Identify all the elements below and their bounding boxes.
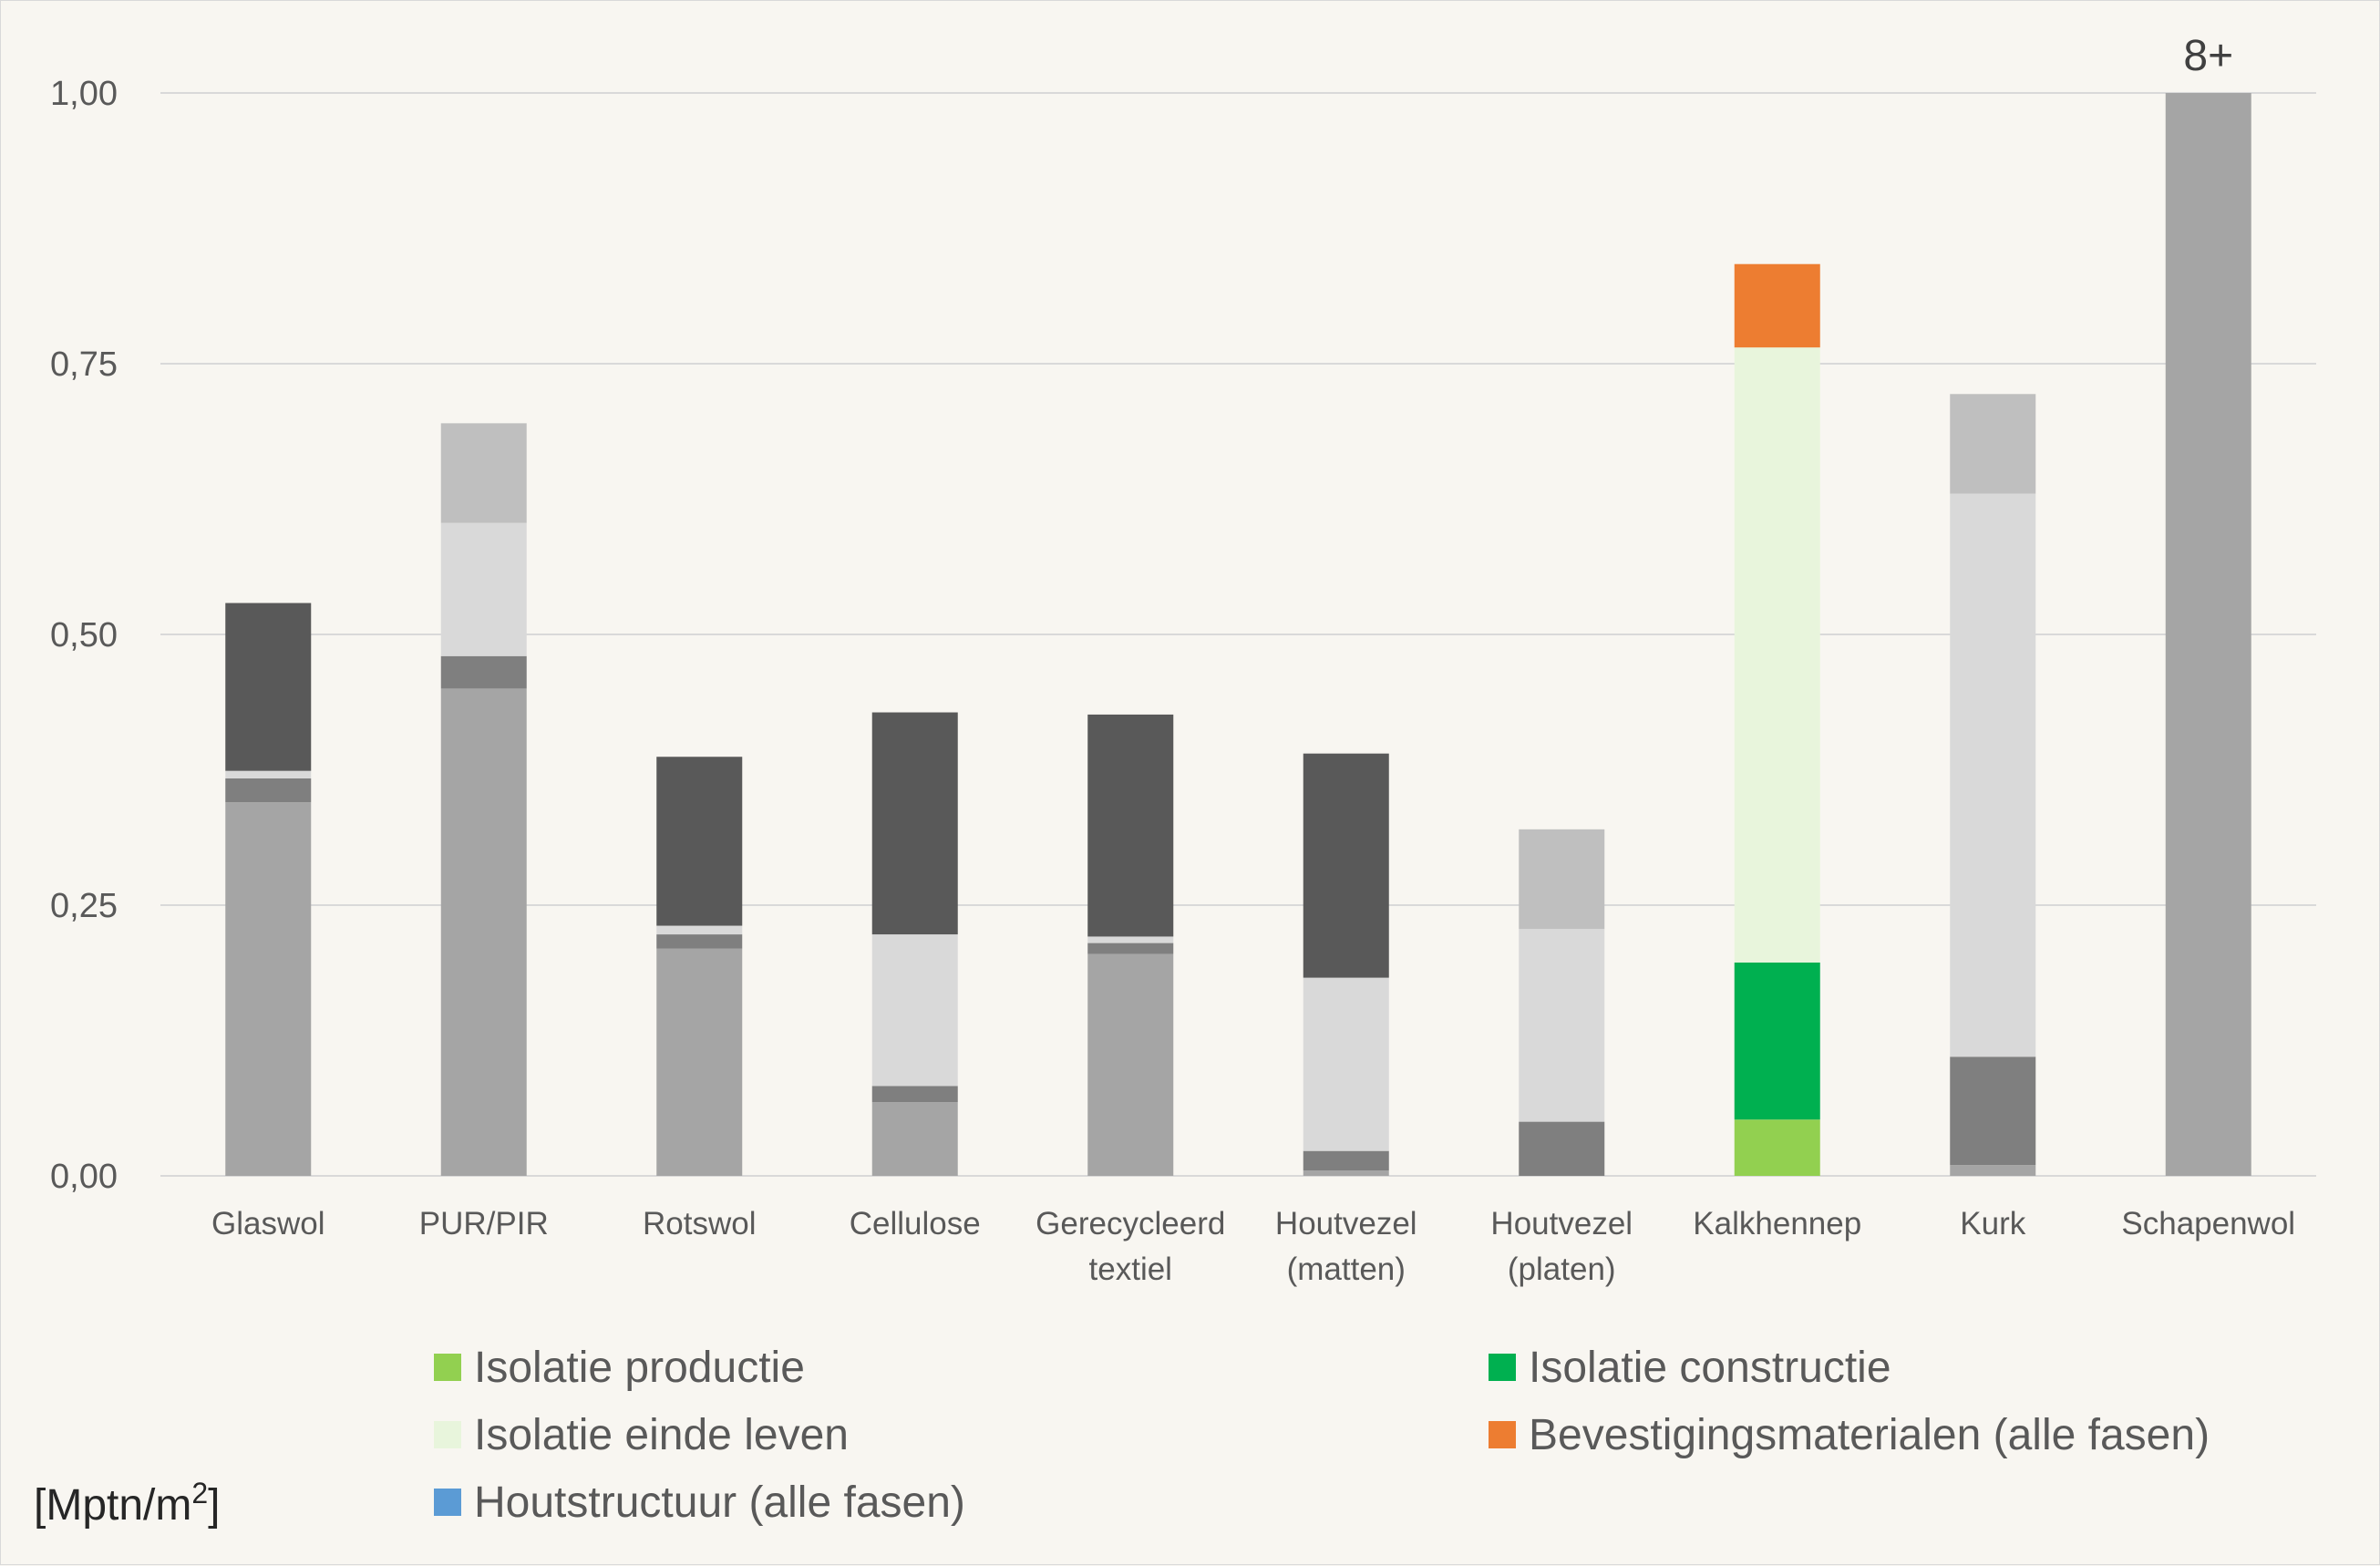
y-tick-label: 0,75: [50, 345, 118, 384]
bar-segment: [656, 925, 743, 935]
bar-segment: [440, 655, 527, 689]
y-tick-label: 1,00: [50, 75, 118, 113]
bar-segment: [1519, 829, 1605, 930]
bar-segment: [1950, 493, 2036, 1057]
x-category-label: Houtvezel: [1490, 1206, 1633, 1241]
bar-segment: [225, 770, 312, 779]
overflow-annotation: 8+: [2183, 32, 2233, 80]
bar-segment: [2165, 93, 2251, 1176]
bar-segment: [1087, 714, 1174, 937]
bar-segment: [1950, 394, 2036, 494]
bar-segment: [440, 522, 527, 656]
legend-item[interactable]: Isolatie einde leven: [434, 1411, 849, 1459]
x-category-label: Kalkhennep: [1693, 1206, 1861, 1241]
bar-segment: [1734, 1119, 1820, 1176]
legend-label: Houtstructuur (alle fasen): [474, 1478, 965, 1527]
bar-segment: [225, 778, 312, 803]
y-tick-label: 0,00: [50, 1158, 118, 1196]
x-category-label: (matten): [1287, 1252, 1406, 1287]
legend-item[interactable]: Isolatie productie: [434, 1344, 805, 1392]
x-category-label: Rotswol: [643, 1206, 756, 1241]
bar-segment: [440, 688, 527, 1176]
x-category-label: PUR/PIR: [419, 1206, 549, 1241]
legend-swatch: [1489, 1421, 1516, 1448]
bar-segment: [1950, 1056, 2036, 1166]
x-category-label: Cellulose: [850, 1206, 981, 1241]
bar-segment: [656, 948, 743, 1176]
bar-segment: [656, 757, 743, 926]
unit-label-base: [Mptn/m: [34, 1481, 191, 1530]
bar-segment: [1734, 263, 1820, 348]
y-tick-label: 0,50: [50, 616, 118, 654]
x-category-label: Schapenwol: [2121, 1206, 2295, 1241]
legend-item[interactable]: Isolatie constructie: [1489, 1344, 1891, 1392]
bar-segment: [871, 1102, 958, 1176]
bar-segment: [1303, 977, 1389, 1151]
bar-segment: [1734, 962, 1820, 1120]
legend-swatch: [434, 1354, 461, 1381]
unit-label-close: ]: [208, 1481, 220, 1530]
x-category-label: Gerecycleerd: [1035, 1206, 1225, 1241]
legend-swatch: [1489, 1354, 1516, 1381]
bar-segment: [871, 712, 958, 935]
legend-swatch: [434, 1489, 461, 1516]
legend-label: Isolatie einde leven: [474, 1411, 849, 1459]
legend[interactable]: Isolatie productie Isolatie constructie Is…: [434, 1344, 2210, 1527]
bar-segment: [1950, 1165, 2036, 1176]
bar-segment: [656, 934, 743, 949]
legend-label: Bevestigingsmaterialen (alle fasen): [1529, 1411, 2210, 1459]
bar-segment: [1087, 936, 1174, 943]
bar-segment: [871, 1086, 958, 1103]
bar-segment: [871, 934, 958, 1087]
bar-segment: [1303, 1170, 1389, 1176]
legend-item[interactable]: Houtstructuur (alle fasen): [434, 1478, 965, 1527]
bar-segment: [225, 603, 312, 771]
y-axis-ticks: 0,00 0,25 0,50 0,75 1,00: [50, 75, 118, 1196]
legend-label: Isolatie constructie: [1529, 1344, 1891, 1392]
bar-segment: [225, 802, 312, 1176]
x-category-label: Kurk: [1960, 1206, 2025, 1241]
bar-segment: [1087, 943, 1174, 954]
bar-segment: [440, 423, 527, 523]
legend-label: Isolatie productie: [474, 1344, 805, 1392]
bars: 8+: [225, 32, 2251, 1176]
unit-label-sup: 2: [191, 1477, 208, 1509]
bar-segment: [1303, 753, 1389, 978]
bar-segment: [1734, 347, 1820, 963]
bar-segment: [1303, 1150, 1389, 1171]
x-category-label: Glaswol: [211, 1206, 325, 1241]
bar-segment: [1087, 953, 1174, 1176]
bar-segment: [1519, 929, 1605, 1122]
x-axis-labels: Glaswol PUR/PIR Rotswol Cellulose Gerecyclee…: [211, 1206, 2295, 1287]
y-axis-unit-label: [Mptn/m2]: [34, 1477, 221, 1530]
legend-swatch: [434, 1421, 461, 1448]
y-tick-label: 0,25: [50, 887, 118, 925]
x-category-label: textiel: [1089, 1252, 1172, 1287]
legend-item[interactable]: Bevestigingsmaterialen (alle fasen): [1489, 1411, 2210, 1459]
x-category-label: Houtvezel: [1275, 1206, 1417, 1241]
bar-segment: [1519, 1121, 1605, 1176]
x-category-label: (platen): [1508, 1252, 1616, 1287]
